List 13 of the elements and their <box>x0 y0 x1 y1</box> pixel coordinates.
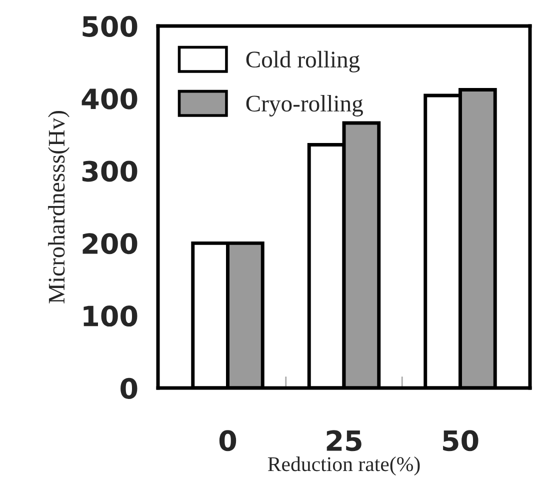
x-tick-label: 50 <box>443 430 478 452</box>
x-tick-label: 0 <box>219 430 236 452</box>
y-tick-label: 200 <box>82 233 138 254</box>
y-tick-label: 100 <box>84 306 138 327</box>
legend-label: Cryo-rolling <box>246 94 363 116</box>
x-axis-title: Reduction rate(%) <box>268 456 420 476</box>
y-tick-label: 400 <box>82 88 138 110</box>
x-tick-label: 25 <box>326 430 362 452</box>
y-tick-label: 500 <box>82 16 138 37</box>
y-tick-label: 0 <box>120 378 138 399</box>
y-axis-title: Microhardnesss(Hv) <box>48 110 70 304</box>
y-tick-label: 300 <box>82 160 138 182</box>
legend-label: Cold rolling <box>246 50 360 72</box>
